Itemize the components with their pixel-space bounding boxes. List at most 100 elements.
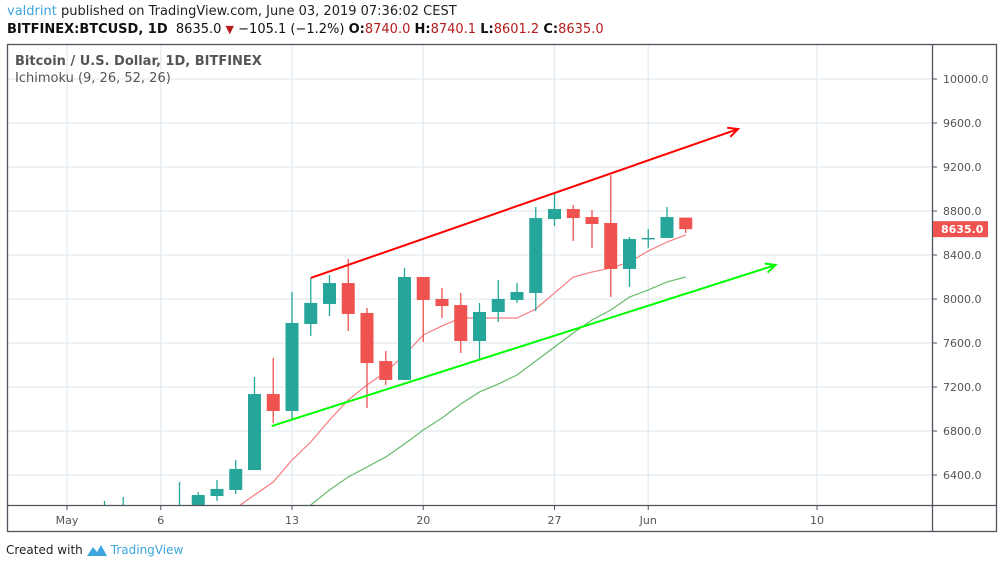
- high-value: 8740.1: [430, 22, 477, 37]
- candle-body: [529, 218, 543, 293]
- support-trendline: [271, 262, 778, 428]
- candle: [679, 217, 693, 233]
- last-price-badge: [933, 221, 988, 238]
- candle: [360, 308, 374, 409]
- indicator-label[interactable]: Ichimoku (9, 26, 52, 26): [15, 71, 171, 86]
- candle: [454, 292, 468, 354]
- x-tick-label: 27: [548, 514, 562, 527]
- axes: 6400.0 6800.0 7200.0 7600.0 8000.0 8400.0 8800…: [56, 73, 989, 527]
- candle: [398, 267, 411, 380]
- y-tick-label: 9600.0: [943, 117, 982, 130]
- plot-area: [103, 126, 778, 541]
- candle-body: [360, 312, 374, 364]
- candle: [623, 236, 636, 288]
- candle-body: [117, 519, 130, 541]
- footer: Created with TradingView: [6, 543, 183, 557]
- author-link[interactable]: valdrint: [7, 4, 57, 19]
- candle: [173, 482, 186, 531]
- resistance-trendline: [310, 126, 741, 279]
- candle-body: [548, 209, 561, 220]
- candle: [266, 357, 280, 423]
- candle-body: [454, 305, 468, 342]
- candle: [604, 175, 618, 298]
- candle-body: [491, 299, 505, 312]
- candle: [285, 291, 299, 420]
- x-tick-label: 13: [285, 514, 299, 527]
- candle: [341, 258, 355, 332]
- candle: [529, 207, 543, 311]
- candle-body: [660, 217, 674, 238]
- open-value: 8740.0: [364, 22, 411, 37]
- y-tick-label: 8000.0: [943, 293, 982, 306]
- open-label: O:: [348, 22, 365, 37]
- publish-info: valdrint published on TradingView.com, J…: [7, 4, 457, 19]
- candle-body: [285, 322, 299, 411]
- tenkan-line: [239, 234, 686, 505]
- y-tick-label: 7200.0: [943, 381, 982, 394]
- chart-frame: [6, 43, 998, 533]
- y-tick-label: 6400.0: [943, 469, 982, 482]
- symbol-label: BITFINEX:BTCUSD, 1D: [7, 22, 168, 37]
- candle: [641, 229, 655, 248]
- candle: [473, 302, 486, 361]
- candle: [248, 376, 261, 471]
- created-with-text: Created with: [6, 543, 83, 557]
- candle: [191, 492, 205, 505]
- last-price-label: 8635.0: [941, 223, 984, 236]
- candle: [229, 460, 243, 495]
- x-tick-label: May: [56, 514, 79, 527]
- y-tick-label: 10000.0: [943, 73, 989, 86]
- candle-body: [566, 209, 580, 219]
- candle-body: [398, 277, 411, 380]
- candle-body: [229, 468, 243, 490]
- high-label: H:: [414, 22, 431, 37]
- candle: [435, 288, 449, 319]
- y-tick-label: 9200.0: [943, 161, 982, 174]
- candle-body: [679, 217, 693, 230]
- candle: [548, 192, 561, 226]
- candle-body: [248, 394, 261, 471]
- grid: [8, 45, 932, 505]
- candle: [304, 277, 318, 336]
- candle-body: [266, 394, 280, 411]
- x-tick-label: 6: [157, 514, 164, 527]
- candle: [416, 277, 430, 343]
- candle-body: [623, 239, 636, 269]
- close-value: 8635.0: [558, 22, 604, 37]
- last-price: 8635.0: [175, 22, 222, 37]
- ohlc-header: BITFINEX:BTCUSD, 1D 8635.0 ▼ −105.1 (−1.…: [7, 22, 604, 37]
- candle-body: [210, 488, 224, 497]
- candle-body: [473, 311, 486, 342]
- candle-body: [173, 514, 186, 531]
- tradingview-link[interactable]: TradingView: [110, 543, 184, 557]
- low-value: 8601.2: [493, 22, 540, 37]
- candle: [323, 275, 336, 317]
- candle: [585, 210, 599, 248]
- x-tick-label: 10: [810, 514, 824, 527]
- y-tick-label: 6800.0: [943, 425, 982, 438]
- candle: [491, 279, 505, 322]
- x-tick-label: Jun: [639, 514, 657, 527]
- close-label: C:: [543, 22, 559, 37]
- y-tick-label: 8800.0: [943, 205, 982, 218]
- candle: [379, 351, 393, 386]
- candle-body: [604, 222, 618, 269]
- candle-body: [585, 217, 599, 224]
- candle-body: [191, 495, 205, 505]
- trendline: [271, 264, 776, 428]
- published-text: published on TradingView.com, June 03, 2…: [60, 4, 457, 19]
- arrow-head-icon: [764, 262, 778, 274]
- candle-body: [641, 237, 655, 240]
- candle-body: [323, 283, 336, 304]
- candle: [660, 207, 674, 238]
- candle: [210, 479, 224, 501]
- x-tick-label: 20: [416, 514, 430, 527]
- price-change: −105.1 (−1.2%): [238, 22, 345, 37]
- low-label: L:: [480, 22, 494, 37]
- kijun-line: [310, 276, 686, 505]
- candle-body: [416, 277, 430, 300]
- y-tick-label: 8400.0: [943, 249, 982, 262]
- candle-body: [379, 361, 393, 380]
- trendline: [310, 128, 739, 279]
